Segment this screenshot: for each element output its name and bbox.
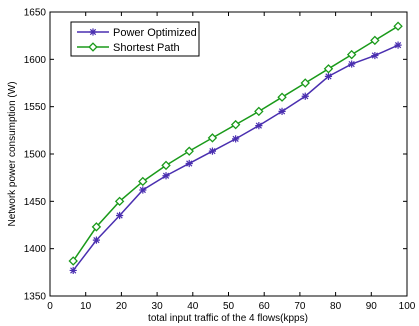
x-tick-label: 50 [223,301,235,312]
x-tick-label: 20 [116,301,128,312]
legend-label-power-optimized: Power Optimized [113,27,197,39]
data-point-power-optimized [185,159,193,168]
data-point-power-optimized [394,41,402,49]
y-tick-label: 1400 [24,244,47,255]
plot-area [49,11,408,297]
data-point-power-optimized [371,51,379,60]
data-point-shortest-path [254,106,264,117]
axis-ticks: 0 10 20 30 40 50 60 70 80 90 100 1350 1400 1450 1500 15… [24,8,416,313]
data-point-shortest-path [393,21,403,31]
x-tick-label: 90 [366,301,378,312]
data-point-power-optimized [208,147,217,155]
y-tick-label: 1350 [24,292,47,303]
y-tick-label: 1600 [24,55,47,66]
y-axis-label: Network power consumption (W) [7,81,18,226]
data-point-shortest-path [161,160,171,171]
legend-marker-shape [89,28,97,36]
data-point-shortest-path [277,92,287,102]
x-tick-label: 60 [259,301,271,312]
data-point-shortest-path [230,119,241,130]
y-tick-label: 1650 [24,8,47,19]
data-point-shortest-path [91,222,102,232]
data-point-shortest-path [68,256,78,266]
x-tick-label: 10 [80,301,92,312]
y-tick-label: 1450 [24,197,47,208]
data-point-shortest-path [207,133,218,143]
legend-marker-shortest-path [88,42,98,52]
data-point-power-optimized [324,72,333,80]
data-point-power-optimized [301,92,309,100]
data-point-power-optimized [232,135,240,143]
data-point-power-optimized [348,60,356,68]
x-tick-label: 100 [399,301,416,312]
x-axis-label: total input traffic of the 4 flows(kpps) [148,313,308,324]
data-point-power-optimized [116,211,124,220]
data-point-shortest-path [138,176,148,187]
data-point-power-optimized [69,266,77,275]
data-point-shortest-path [114,196,125,207]
data-point-shortest-path [346,49,357,60]
x-tick-label: 0 [47,301,53,312]
x-tick-label: 30 [152,301,164,312]
legend-marker-shape [88,42,98,52]
data-point-power-optimized [139,186,147,194]
legend: Power Optimized Shortest Path [70,21,200,57]
series-power-optimized [69,41,402,275]
series-shortest-path [68,21,403,266]
data-point-power-optimized [278,107,286,115]
series-layer [68,21,403,275]
data-point-shortest-path [323,64,334,74]
data-point-power-optimized [92,236,101,244]
y-tick-label: 1550 [24,102,47,113]
x-tick-label: 40 [187,301,199,312]
data-point-power-optimized [162,172,170,180]
x-tick-label: 80 [330,301,342,312]
y-tick-label: 1500 [24,150,47,161]
x-tick-label: 70 [294,301,306,312]
data-point-shortest-path [300,78,310,88]
data-point-power-optimized [255,122,263,130]
legend-marker-power-optimized [89,28,97,36]
data-point-shortest-path [184,146,194,156]
legend-label-shortest-path: Shortest Path [113,42,180,54]
data-point-shortest-path [370,35,380,46]
